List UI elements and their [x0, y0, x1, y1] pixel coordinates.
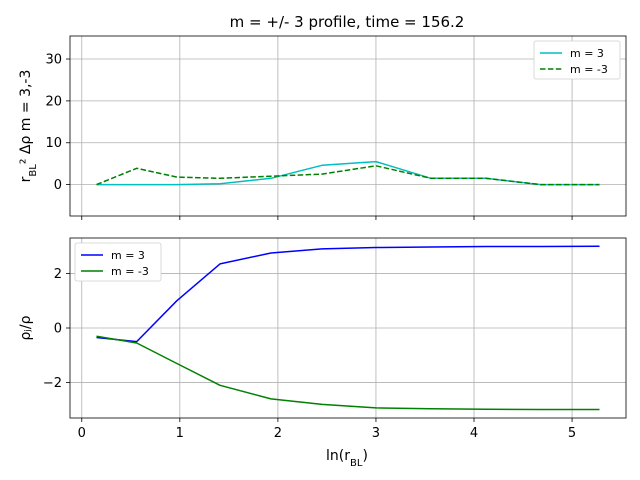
bottom-panel: 0 1 2 3 4 5 −2 0 2 m = 3 m = -3 ρⱼ/ρ ln(rBL): [18, 237, 627, 469]
x-tick-label: 5: [568, 426, 576, 441]
legend-entry: m = 3: [111, 249, 145, 262]
legend-entry: m = -3: [111, 265, 149, 278]
series-line-m-neg-3: [96, 165, 600, 186]
x-tick-label: 1: [176, 426, 184, 441]
series-line-m-3: [96, 160, 600, 186]
top-y-axis-label: rBL² Δρ m = 3,-3: [18, 70, 39, 183]
legend-entry: m = 3: [570, 47, 604, 60]
top-panel: 0 10 20 30 m = 3 m = -3 rBL² Δρ m = 3,-3: [18, 35, 627, 220]
legend-box: [533, 40, 621, 80]
x-tick-label: 0: [78, 426, 86, 441]
y-tick-label: 0: [54, 178, 62, 193]
series-line-m-3: [96, 245, 600, 343]
x-tick-label: 4: [470, 426, 478, 441]
top-legend: m = 3 m = -3: [533, 40, 621, 80]
top-plot-frame: [69, 35, 627, 217]
y-tick-label: 0: [54, 322, 62, 337]
y-tick-label: 20: [45, 94, 62, 109]
x-tick-label: 3: [372, 426, 380, 441]
x-tick-label: 2: [274, 426, 282, 441]
x-axis-label: ln(rBL): [326, 448, 368, 469]
y-tick-label: −2: [43, 376, 62, 391]
y-tick-label: 10: [45, 136, 62, 151]
bottom-legend: m = 3 m = -3: [74, 242, 162, 282]
series-line-m-neg-3: [96, 335, 600, 411]
y-tick-label: 2: [54, 267, 62, 282]
bottom-y-axis-label: ρⱼ/ρ: [18, 315, 34, 340]
legend-entry: m = -3: [570, 63, 608, 76]
chart-title: m = +/- 3 profile, time = 156.2: [230, 13, 465, 31]
y-tick-label: 30: [45, 53, 62, 68]
